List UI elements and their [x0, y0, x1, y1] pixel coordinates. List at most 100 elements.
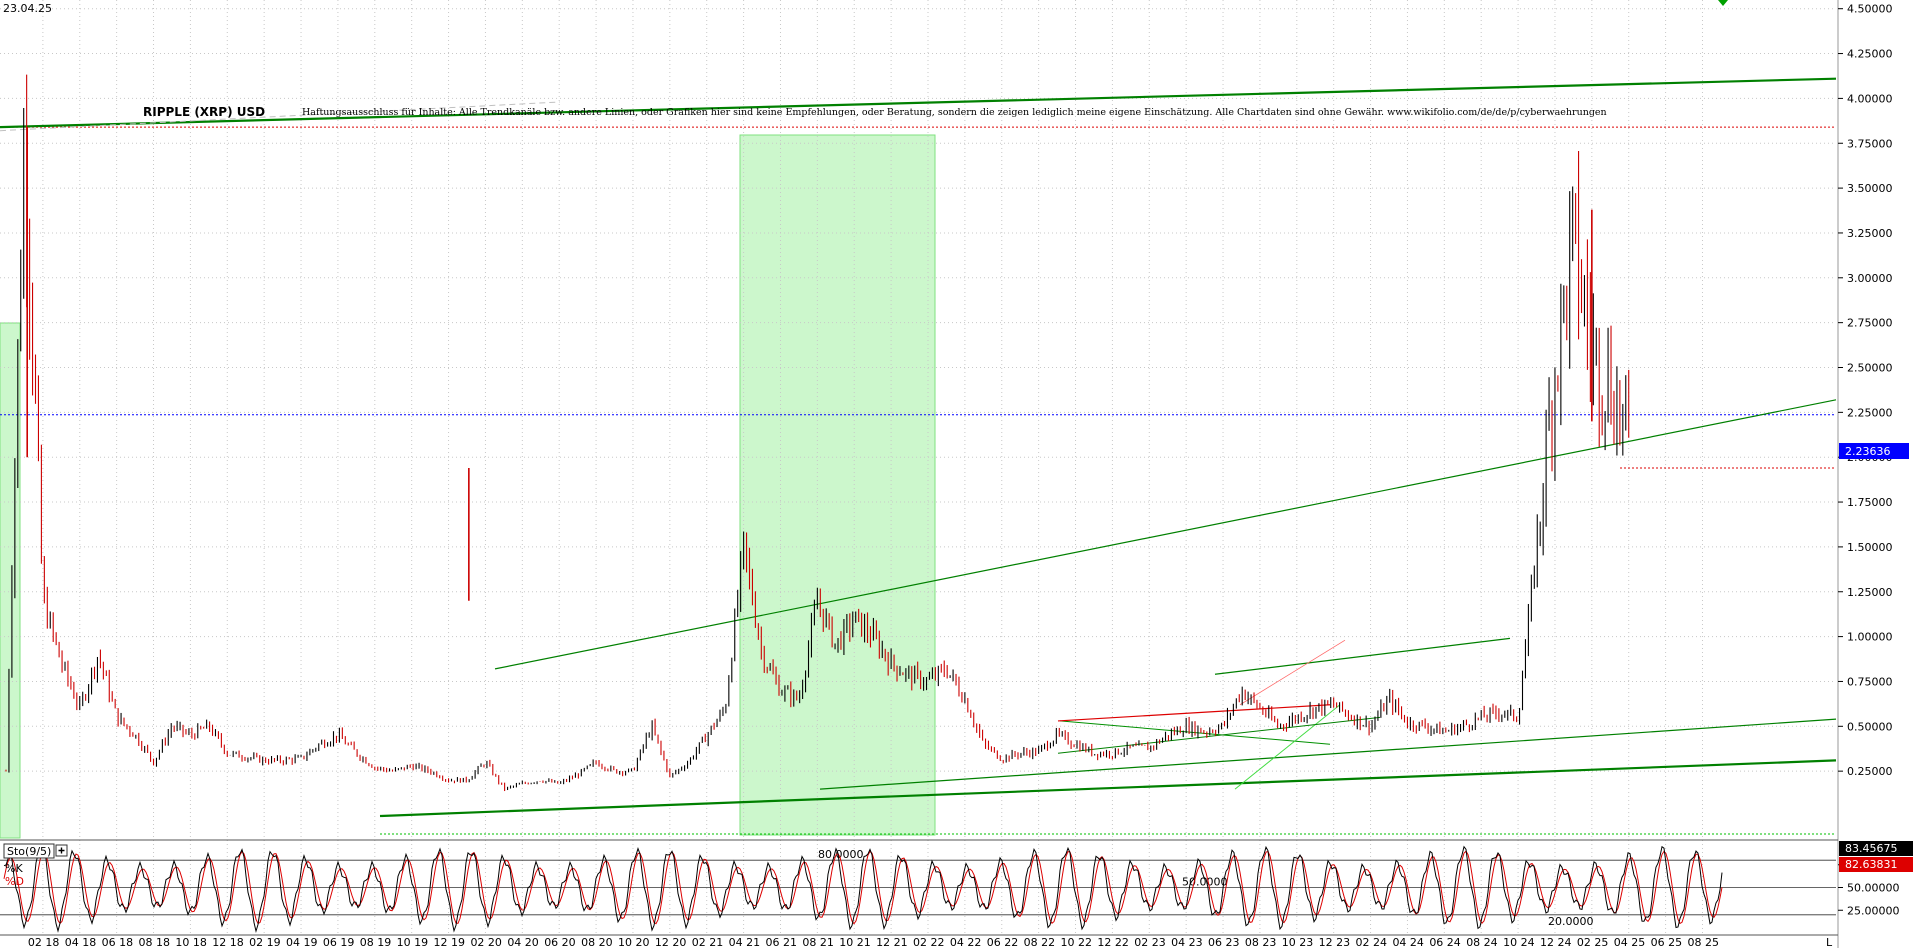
oscillator-label-box — [3, 843, 55, 859]
y-tick-label: 2.50000 — [1847, 362, 1893, 375]
x-tick-label: 10 21 — [839, 936, 871, 948]
y-tick-label: 3.50000 — [1847, 182, 1893, 195]
oscillator-y-tick-label: 50.00000 — [1847, 882, 1900, 895]
y-tick-label: 2.25000 — [1847, 406, 1893, 419]
x-tick-label: 04 23 — [1171, 936, 1203, 948]
x-tick-label: 12 24 — [1540, 936, 1572, 948]
current-price-value: 2.23636 — [1845, 445, 1891, 458]
current-price-badge — [1839, 443, 1909, 459]
stoch-k-badge — [1839, 841, 1913, 856]
x-tick-label: 02 24 — [1356, 936, 1388, 948]
x-tick-label: 02 20 — [470, 936, 502, 948]
x-tick-label: 08 24 — [1466, 936, 1498, 948]
x-tick-label: 08 21 — [802, 936, 834, 948]
plus-icon — [58, 847, 65, 854]
top-arrow-icon — [1718, 0, 1728, 6]
y-tick-label: 0.25000 — [1847, 765, 1893, 778]
trend-line-3 — [819, 718, 1837, 790]
trend-line-0 — [0, 77, 1837, 129]
trend-line-6 — [1057, 704, 1331, 722]
y-tick-label: 4.50000 — [1847, 3, 1893, 16]
price-candles — [5, 74, 1630, 792]
x-tick-label: 08 22 — [1024, 936, 1056, 948]
x-tick-label: 06 23 — [1208, 936, 1240, 948]
y-tick-label: 3.75000 — [1847, 137, 1893, 150]
x-tick-label: 10 24 — [1503, 936, 1535, 948]
x-tick-label: 10 20 — [618, 936, 650, 948]
oscillator-level-label: 20.0000 — [1548, 915, 1594, 928]
x-tick-label: 12 21 — [876, 936, 908, 948]
x-tick-label: 02 21 — [692, 936, 724, 948]
trend-line-7 — [1234, 704, 1341, 790]
x-tick-label: 12 19 — [434, 936, 466, 948]
y-tick-label: 1.25000 — [1847, 586, 1893, 599]
x-tick-label: 10 22 — [1061, 936, 1093, 948]
trend-line-8 — [1239, 639, 1346, 706]
trend-line-4 — [1214, 637, 1511, 675]
y-tick-label: 3.25000 — [1847, 227, 1893, 240]
y-tick-label: 1.00000 — [1847, 631, 1893, 644]
y-tick-label: 2.75000 — [1847, 317, 1893, 330]
price-axis: 4.50000 4.25000 4.00000 3.75000 3.50000 3.250… — [1838, 3, 1893, 778]
x-tick-label: 12 18 — [212, 936, 244, 948]
x-tick-label: 04 19 — [286, 936, 318, 948]
x-tick-label: 06 22 — [987, 936, 1019, 948]
y-tick-label: 3.00000 — [1847, 272, 1893, 285]
oscillator-label: Sto(9/5) — [7, 845, 51, 858]
trend-line-2 — [494, 399, 1837, 670]
x-tick-label: 06 19 — [323, 936, 355, 948]
trend-line-1 — [379, 759, 1837, 818]
x-tick-label: 06 24 — [1429, 936, 1461, 948]
x-tick-label: 08 20 — [581, 936, 613, 948]
x-tick-label: 04 21 — [729, 936, 761, 948]
y-tick-label: 1.50000 — [1847, 541, 1893, 554]
x-tick-label: 12 22 — [1097, 936, 1129, 948]
oscillator-level-label: 80.0000 — [818, 848, 864, 861]
x-tick-label: 08 23 — [1245, 936, 1277, 948]
y-tick-label: 4.25000 — [1847, 48, 1893, 61]
x-tick-label: 04 25 — [1614, 936, 1646, 948]
stoch-k-value: 83.45675 — [1845, 842, 1898, 855]
price-axis-background — [1838, 0, 1916, 948]
x-tick-label: 08 18 — [139, 936, 171, 948]
y-tick-label: 0.50000 — [1847, 720, 1893, 733]
x-tick-label: 10 19 — [397, 936, 429, 948]
y-tick-label: 1.75000 — [1847, 496, 1893, 509]
x-tick-label: 12 23 — [1319, 936, 1351, 948]
stoch-d-line — [3, 850, 1723, 925]
x-tick-label: 02 23 — [1134, 936, 1166, 948]
x-tick-label: 06 18 — [102, 936, 134, 948]
x-tick-label: 04 22 — [950, 936, 982, 948]
x-tick-label: 08 25 — [1687, 936, 1719, 948]
stoch-d-badge — [1839, 857, 1913, 872]
x-tick-label: 12 20 — [655, 936, 687, 948]
x-tick-label: 08 19 — [360, 936, 392, 948]
x-tick-label: 10 23 — [1282, 936, 1314, 948]
y-tick-label: 0.75000 — [1847, 675, 1893, 688]
chart-title: RIPPLE (XRP) USD — [143, 105, 265, 119]
stochastic-oscillator: 80.000050.000020.000075.0000050.0000025.… — [0, 845, 1900, 934]
x-tick-label: 04 24 — [1392, 936, 1424, 948]
x-tick-label: 02 19 — [249, 936, 281, 948]
date-label: 23.04.25 — [3, 2, 52, 15]
stoch-k-legend: %K — [5, 862, 23, 875]
x-tick-label: 10 18 — [175, 936, 207, 948]
y-tick-label: 4.00000 — [1847, 92, 1893, 105]
x-tick-label: 04 20 — [507, 936, 539, 948]
time-axis: 02 18 04 18 06 18 08 18 10 18 12 18 02 19 04 19… — [28, 936, 1833, 948]
trend-line-gray — [0, 101, 561, 132]
x-axis-end-marker: L — [1826, 936, 1833, 948]
x-tick-label: 04 18 — [65, 936, 97, 948]
disclaimer-text: Haftungsausschluss für Inhalte: Alle Tre… — [302, 107, 1607, 118]
x-tick-label: 06 21 — [765, 936, 797, 948]
x-tick-label: 06 25 — [1651, 936, 1683, 948]
highlight-zone-2021 — [739, 134, 936, 836]
trend-line-9 — [1057, 716, 1381, 754]
stoch-d-legend: %D — [5, 875, 24, 888]
stoch-d-value: 82.63831 — [1845, 858, 1898, 871]
oscillator-y-tick-label: 25.00000 — [1847, 904, 1900, 917]
stoch-k-line — [3, 845, 1723, 934]
x-tick-label: 02 25 — [1577, 936, 1609, 948]
x-tick-label: 02 22 — [913, 936, 945, 948]
